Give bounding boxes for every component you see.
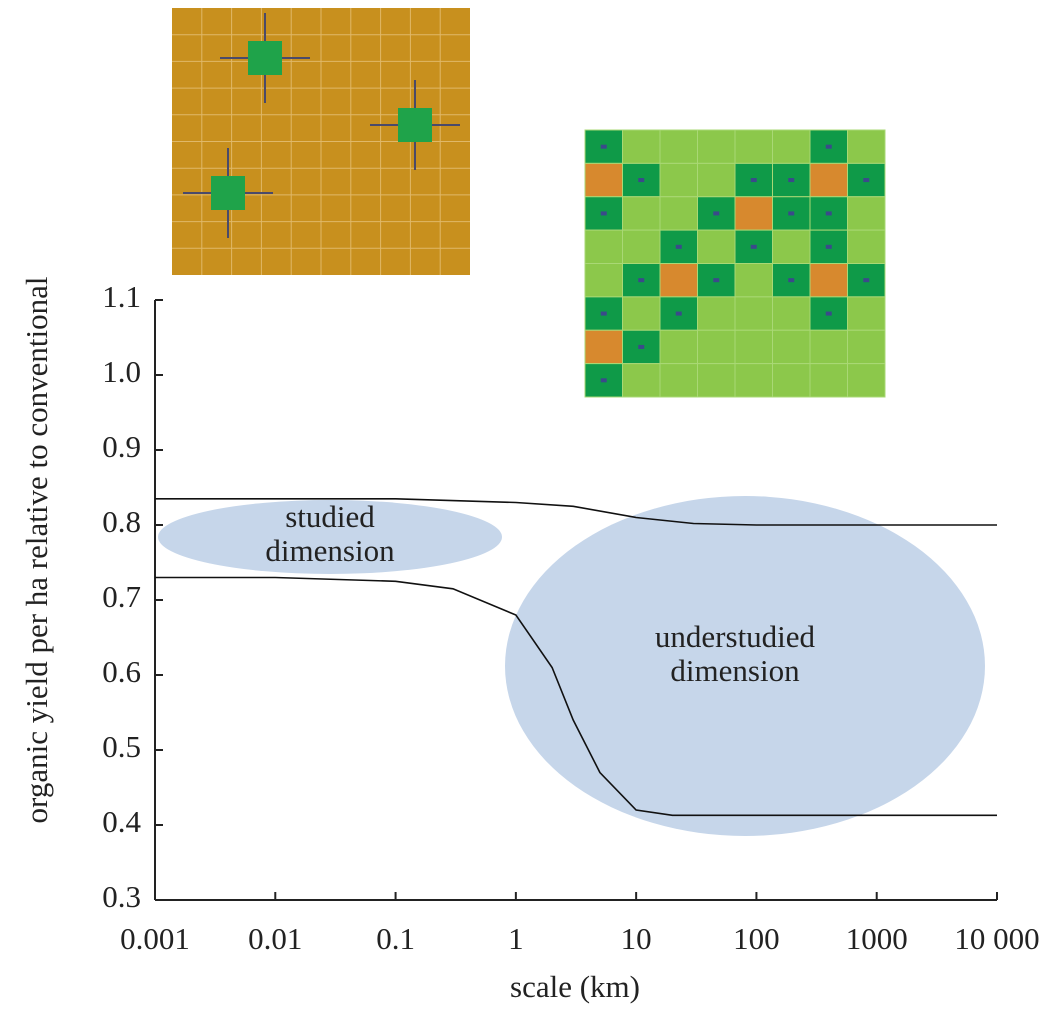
cell: [585, 264, 623, 297]
cell: [810, 364, 848, 397]
annotation: studied: [285, 499, 375, 534]
x-tick-label: 0.01: [248, 921, 302, 956]
cell: [773, 330, 811, 363]
page: {"chart_data": {"type": "line", "xscale"…: [0, 0, 1061, 1017]
cell: [735, 264, 773, 297]
cell: [773, 297, 811, 330]
y-tick-label: 0.5: [102, 729, 141, 764]
cell: [660, 330, 698, 363]
cell-mark: [638, 178, 644, 182]
x-tick-label: 0.001: [120, 921, 190, 956]
cell: [698, 130, 736, 163]
patch: [248, 41, 282, 75]
x-axis-label: scale (km): [510, 969, 640, 1004]
cell: [660, 364, 698, 397]
annotation: understudied: [655, 619, 816, 654]
cell-mark: [788, 178, 794, 182]
y-axis-label: organic yield per ha relative to convent…: [19, 277, 54, 824]
cell-mark: [826, 312, 832, 316]
illustration-dense: [585, 130, 885, 397]
cell: [660, 264, 698, 297]
cell-mark: [638, 278, 644, 282]
cell-mark: [713, 211, 719, 215]
x-tick-label: 1000: [846, 921, 908, 956]
illustration-sparse: [172, 8, 470, 275]
y-tick-label: 1.0: [102, 354, 141, 389]
y-tick-label: 1.1: [102, 279, 141, 314]
cell-mark: [826, 211, 832, 215]
x-tick-label: 0.1: [376, 921, 415, 956]
cell: [660, 163, 698, 196]
cell-mark: [863, 278, 869, 282]
y-tick-label: 0.7: [102, 579, 141, 614]
y-tick-label: 0.4: [102, 804, 141, 839]
cell: [848, 197, 886, 230]
cell: [698, 297, 736, 330]
cell: [773, 364, 811, 397]
cell: [735, 197, 773, 230]
cell: [848, 330, 886, 363]
cell-mark: [751, 245, 757, 249]
cell: [623, 297, 661, 330]
cell-mark: [676, 245, 682, 249]
chart: scale (km) organic yield per ha relative…: [0, 0, 1061, 1017]
annotation: dimension: [265, 533, 395, 568]
patch: [211, 176, 245, 210]
cell: [660, 130, 698, 163]
cell-mark: [826, 145, 832, 149]
cell: [810, 330, 848, 363]
cell-mark: [601, 312, 607, 316]
cell: [848, 364, 886, 397]
x-tick-label: 10 000: [954, 921, 1039, 956]
cell-mark: [826, 245, 832, 249]
cell: [735, 330, 773, 363]
cell: [735, 297, 773, 330]
cell: [848, 230, 886, 263]
cell-mark: [638, 345, 644, 349]
cell: [810, 163, 848, 196]
cell: [698, 330, 736, 363]
cell: [585, 163, 623, 196]
x-tick-label: 100: [733, 921, 780, 956]
cell-mark: [863, 178, 869, 182]
cell-mark: [676, 312, 682, 316]
cell-mark: [601, 211, 607, 215]
cell: [735, 364, 773, 397]
cell: [773, 230, 811, 263]
patch: [398, 108, 432, 142]
x-tick-label: 1: [508, 921, 524, 956]
y-tick-label: 0.9: [102, 429, 141, 464]
cell-mark: [713, 278, 719, 282]
cell: [773, 130, 811, 163]
y-tick-label: 0.8: [102, 504, 141, 539]
annotation: dimension: [670, 653, 800, 688]
cell: [623, 364, 661, 397]
cell: [810, 264, 848, 297]
y-tick-label: 0.6: [102, 654, 141, 689]
x-tick-label: 10: [621, 921, 652, 956]
cell: [698, 230, 736, 263]
y-tick-label: 0.3: [102, 879, 141, 914]
cell: [660, 197, 698, 230]
cell: [623, 230, 661, 263]
cell: [698, 163, 736, 196]
cell-mark: [601, 378, 607, 382]
cell: [735, 130, 773, 163]
cell-mark: [788, 211, 794, 215]
cell: [848, 130, 886, 163]
cell: [623, 130, 661, 163]
cell-mark: [751, 178, 757, 182]
cell: [698, 364, 736, 397]
cell-mark: [788, 278, 794, 282]
cell-mark: [601, 145, 607, 149]
cell: [585, 330, 623, 363]
cell: [848, 297, 886, 330]
cell: [623, 197, 661, 230]
cell: [585, 230, 623, 263]
